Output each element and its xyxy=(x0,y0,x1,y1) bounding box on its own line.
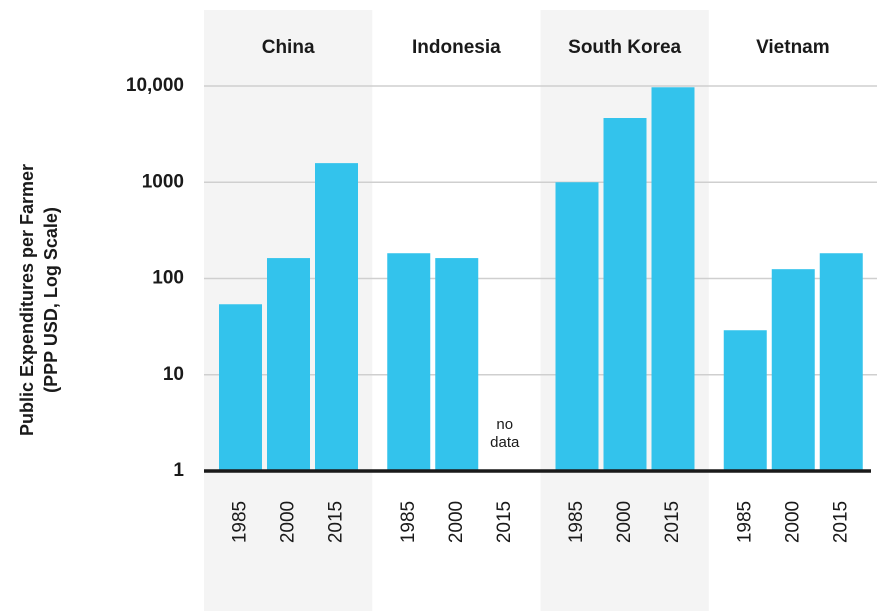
x-tick-label: 2000 xyxy=(278,501,299,543)
bar xyxy=(387,253,431,471)
bar xyxy=(819,253,863,471)
x-tick-label: 2000 xyxy=(446,501,467,543)
bar xyxy=(555,182,599,471)
null-label: no data xyxy=(490,416,520,451)
group-label: Indonesia xyxy=(412,37,501,58)
x-tick-label: 1985 xyxy=(398,501,419,543)
x-tick-label: 2015 xyxy=(830,501,851,543)
y-axis-title: (PPP USD, Log Scale) xyxy=(41,207,61,393)
bar xyxy=(603,118,647,471)
x-tick-label: 1985 xyxy=(734,501,755,543)
y-tick-label: 10,000 xyxy=(126,75,184,96)
y-tick-label: 10 xyxy=(163,364,184,385)
x-tick-label: 2015 xyxy=(494,501,515,543)
bar xyxy=(219,304,262,471)
bar xyxy=(315,163,358,471)
group-label: China xyxy=(262,37,315,58)
x-tick-label: 2000 xyxy=(614,501,635,543)
group-label: Vietnam xyxy=(756,37,830,58)
x-tick-label: 2000 xyxy=(782,501,803,543)
y-tick-label: 1000 xyxy=(142,171,184,192)
x-tick-label: 2015 xyxy=(662,501,683,543)
bar xyxy=(771,269,815,471)
y-tick-label: 1 xyxy=(173,460,184,481)
x-tick-label: 1985 xyxy=(566,501,587,543)
bar xyxy=(267,258,310,471)
x-tick-label: 1985 xyxy=(230,501,251,543)
bar xyxy=(723,330,767,471)
bar xyxy=(435,258,479,471)
bar xyxy=(651,87,695,471)
y-tick-label: 100 xyxy=(152,268,184,289)
x-tick-label: 2015 xyxy=(326,501,347,543)
group-label: South Korea xyxy=(568,37,681,58)
y-axis-title: Public Expenditures per Farmer xyxy=(17,164,37,436)
